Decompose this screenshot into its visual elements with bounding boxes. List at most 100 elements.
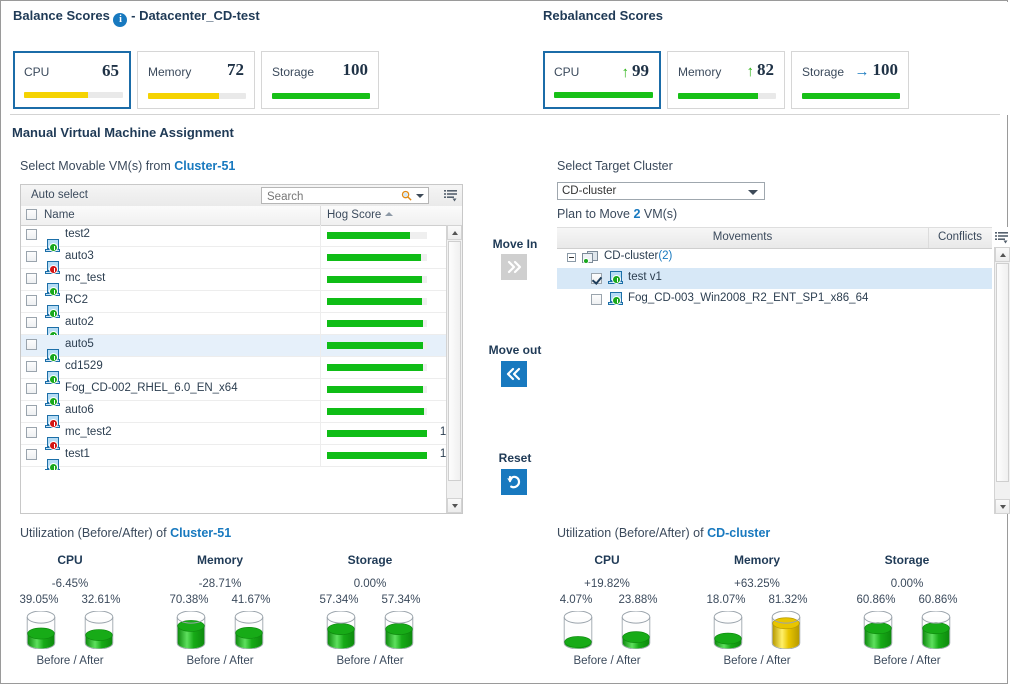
move-in-label: Move In xyxy=(492,237,538,251)
table-row[interactable]: Fog_CD-002_RHEL_6.0_EN_x64 96 xyxy=(21,379,447,406)
metric-values: 18.07% 81.32% xyxy=(682,594,832,606)
movements-grid: Movements Conflicts CD-cluster(2) xyxy=(557,227,1010,514)
auto-select-button[interactable]: Auto select xyxy=(31,189,88,201)
metric-cylinders xyxy=(832,611,982,649)
search-input[interactable] xyxy=(265,188,389,205)
metric-after-value: 41.67% xyxy=(231,594,271,606)
row-checkbox[interactable] xyxy=(26,427,37,438)
column-header-conflicts[interactable]: Conflicts xyxy=(937,231,983,243)
table-row[interactable]: mc_test2 100 xyxy=(21,423,447,450)
table-row[interactable]: test2 83 xyxy=(21,225,447,252)
move-out-label: Move out xyxy=(488,343,542,357)
row-divider xyxy=(320,225,321,246)
metric-cylinders xyxy=(295,611,445,649)
table-row[interactable]: RC2 95 xyxy=(21,291,447,318)
rebalanced-card-storage-value: → 100 xyxy=(855,60,899,81)
util-right-metrics-2-after xyxy=(921,611,951,649)
scroll-thumb[interactable] xyxy=(996,263,1009,482)
metric-before-value: 70.38% xyxy=(169,594,209,606)
movements-cluster-row[interactable]: CD-cluster(2) xyxy=(557,247,992,268)
movements-column-divider xyxy=(928,228,929,248)
hog-score-value: 96 xyxy=(427,338,447,350)
utilization-metric: Storage 0.00% 60.86% 60.86% Before / After xyxy=(832,553,982,667)
info-icon[interactable]: i xyxy=(113,13,128,27)
scroll-thumb[interactable] xyxy=(448,241,461,481)
metric-before-value: 39.05% xyxy=(19,594,59,606)
row-divider xyxy=(320,335,321,356)
table-row[interactable]: cd1529 96 xyxy=(21,357,447,384)
movement-checkbox[interactable] xyxy=(591,273,602,284)
movements-header-row: Movements Conflicts xyxy=(557,227,1008,249)
cluster-icon xyxy=(582,251,599,264)
rebalanced-card-memory[interactable]: Memory ↑ 82 xyxy=(667,51,785,109)
search-icon[interactable] xyxy=(401,190,412,201)
hog-score-value: 96 xyxy=(427,382,447,394)
collapse-icon[interactable] xyxy=(567,253,576,262)
table-row[interactable]: mc_test 95 xyxy=(21,269,447,296)
target-cluster-select[interactable]: CD-cluster xyxy=(557,182,765,200)
rebalanced-card-cpu-value: ↑ 99 xyxy=(622,61,650,82)
metric-delta: -28.71% xyxy=(198,578,242,590)
row-checkbox[interactable] xyxy=(26,273,37,284)
metric-values: 70.38% 41.67% xyxy=(145,594,295,606)
row-checkbox[interactable] xyxy=(26,229,37,240)
search-dropdown-icon[interactable] xyxy=(416,194,424,198)
metric-delta: +63.25% xyxy=(734,578,780,590)
balance-card-memory[interactable]: Memory 72 xyxy=(137,51,255,109)
hog-score-bar xyxy=(327,386,427,393)
row-divider xyxy=(320,445,321,466)
metric-after-value: 81.32% xyxy=(768,594,808,606)
movements-column-chooser-icon[interactable] xyxy=(995,231,1008,244)
column-divider xyxy=(320,206,321,225)
row-checkbox[interactable] xyxy=(26,383,37,394)
table-row[interactable]: auto5 96 xyxy=(21,335,447,362)
balance-card-storage[interactable]: Storage 100 xyxy=(261,51,379,109)
reset-button[interactable] xyxy=(501,469,527,495)
metric-delta: 0.00% xyxy=(890,578,924,590)
select-all-checkbox[interactable] xyxy=(26,209,37,220)
movements-vm-row[interactable]: test v1 xyxy=(557,268,992,289)
vm-grid-scrollbar[interactable] xyxy=(446,225,462,513)
metric-name: Memory xyxy=(196,553,243,567)
row-checkbox[interactable] xyxy=(26,295,37,306)
balance-card-memory-label: Memory xyxy=(148,65,192,79)
row-divider xyxy=(320,357,321,378)
column-header-name[interactable]: Name xyxy=(44,209,75,221)
row-checkbox[interactable] xyxy=(26,317,37,328)
scroll-down-button[interactable] xyxy=(447,498,462,513)
row-checkbox[interactable] xyxy=(26,339,37,350)
double-chevron-left-icon xyxy=(506,367,521,381)
rebalanced-card-cpu[interactable]: CPU ↑ 99 xyxy=(543,51,661,109)
search-box[interactable] xyxy=(261,187,429,205)
movements-vm-row[interactable]: Fog_CD-003_Win2008_R2_ENT_SP1_x86_64 xyxy=(557,289,992,310)
move-in-button[interactable] xyxy=(501,254,527,280)
column-header-hog-score[interactable]: Hog Score xyxy=(327,209,394,221)
row-checkbox[interactable] xyxy=(26,361,37,372)
column-chooser-icon[interactable] xyxy=(444,189,457,202)
source-cluster-name: Cluster-51 xyxy=(174,159,236,173)
row-divider xyxy=(320,423,321,444)
scroll-down-button[interactable] xyxy=(995,499,1010,514)
movements-scrollbar[interactable] xyxy=(994,247,1010,514)
row-checkbox[interactable] xyxy=(26,449,37,460)
table-row[interactable]: test1 100 xyxy=(21,445,447,470)
movement-checkbox[interactable] xyxy=(591,294,602,305)
target-cluster-label: Select Target Cluster xyxy=(557,159,673,173)
move-out-button[interactable] xyxy=(501,361,527,387)
scroll-up-button[interactable] xyxy=(995,247,1010,262)
rebalanced-card-memory-label: Memory xyxy=(678,65,722,79)
undo-arrow-icon xyxy=(507,475,521,489)
rebalanced-card-storage[interactable]: Storage → 100 xyxy=(791,51,909,109)
row-checkbox[interactable] xyxy=(26,251,37,262)
table-row[interactable]: auto6 97 xyxy=(21,401,447,428)
rebalanced-cpu-number: 99 xyxy=(632,61,649,80)
table-row[interactable]: auto3 94 xyxy=(21,247,447,274)
balance-card-cpu[interactable]: CPU 65 xyxy=(13,51,131,109)
row-checkbox[interactable] xyxy=(26,405,37,416)
util-left-metrics-0-before xyxy=(26,611,56,649)
table-row[interactable]: auto2 96 xyxy=(21,313,447,340)
scroll-up-button[interactable] xyxy=(447,225,462,240)
rebalanced-card-memory-bar xyxy=(678,93,776,99)
column-header-movements[interactable]: Movements xyxy=(712,231,773,243)
